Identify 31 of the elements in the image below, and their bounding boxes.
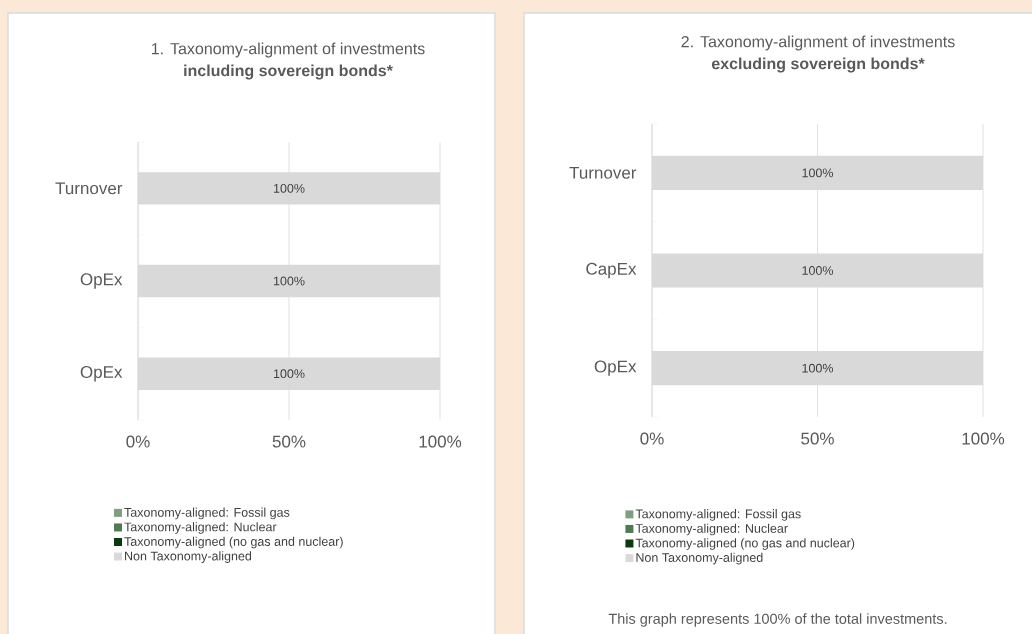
x-tick-label: 50%	[801, 432, 834, 445]
x-tick-label: 50%	[272, 435, 306, 448]
data-label: 100%	[802, 168, 834, 178]
y-tick-label: OpEx	[594, 360, 637, 376]
x-tick-label: 100%	[962, 432, 1005, 445]
legend-label: Taxonomy-aligned: Nuclear	[635, 523, 788, 536]
data-label: 100%	[273, 183, 305, 193]
y-tick-label: OpEx	[80, 273, 123, 289]
x-tick-label: 0%	[126, 435, 150, 448]
y-tick-label: CapEx	[586, 262, 637, 279]
legend-label: Non Taxonomy-aligned	[125, 551, 252, 563]
y-tick-label: Turnover	[55, 182, 123, 195]
data-label: 100%	[802, 363, 834, 373]
x-tick-label: 0%	[640, 432, 664, 445]
legend-label: Taxonomy-aligned: Fossil gas	[124, 507, 290, 520]
chart-title: 1. Taxonomy-alignment of investments	[151, 42, 425, 58]
y-tick-label: Turnover	[569, 166, 637, 179]
legend-label: Taxonomy-aligned (no gas and nuclear)	[124, 536, 343, 549]
data-label: 100%	[273, 369, 305, 379]
legend-label: Taxonomy-aligned: Fossil gas	[635, 509, 801, 521]
legend-label: Taxonomy-aligned: Nuclear	[124, 522, 277, 534]
chart-subtitle: excluding sovereign bonds*	[711, 57, 925, 73]
chart-title: 2. Taxonomy-alignment of investments	[681, 35, 955, 51]
x-tick-label: 100%	[419, 435, 462, 448]
chart-subtitle: including sovereign bonds*	[184, 64, 393, 80]
data-label: 100%	[273, 276, 305, 286]
text: This graph represents 100% of the total investments.	[608, 613, 947, 627]
legend-label: Non Taxonomy-aligned	[636, 552, 763, 565]
legend-label: Taxonomy-aligned (no gas and nuclear)	[635, 538, 855, 550]
y-tick-label: OpEx	[80, 365, 123, 382]
data-label: 100%	[802, 266, 834, 275]
